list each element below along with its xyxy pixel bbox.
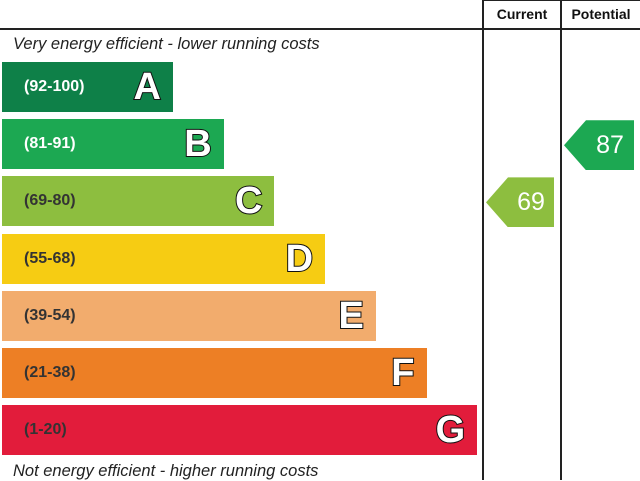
band-c-range: (69-80) <box>24 192 76 210</box>
band-a-range: (92-100) <box>24 78 85 95</box>
band-b-letter: B <box>183 122 212 166</box>
band-c-letter: C <box>234 179 263 223</box>
band-d-range: (55-68) <box>24 249 76 267</box>
band-e: (39-54) E <box>2 290 376 341</box>
band-a: (92-100) A <box>2 62 173 112</box>
efficient-caption: Very energy efficient - lower running co… <box>13 35 320 53</box>
band-g-range: (1-20) <box>24 421 67 439</box>
band-g-letter: G <box>435 408 467 452</box>
band-a-letter: A <box>133 65 162 109</box>
current-column-divider <box>482 0 484 480</box>
band-e-letter: E <box>337 294 364 338</box>
band-e-range: (39-54) <box>24 306 76 324</box>
current-header: Current <box>496 6 548 22</box>
band-g: (1-20) G <box>2 405 478 456</box>
potential-rating-arrow: 87 <box>564 120 634 171</box>
potential-rating-value: 87 <box>596 131 624 160</box>
header-divider <box>0 28 640 30</box>
band-f-letter: F <box>390 351 415 395</box>
current-rating-value: 69 <box>517 188 545 217</box>
band-c: (69-80) C <box>2 176 275 227</box>
current-rating-arrow: 69 <box>486 177 554 228</box>
inefficient-caption: Not energy efficient - higher running co… <box>13 462 319 480</box>
band-b: (81-91) B <box>2 119 224 170</box>
band-f-range: (21-38) <box>24 364 76 381</box>
potential-column-divider <box>560 0 562 480</box>
potential-header: Potential <box>571 6 631 22</box>
band-d-letter: D <box>285 237 314 281</box>
band-f: (21-38) F <box>2 348 427 398</box>
band-d: (55-68) D <box>2 233 326 284</box>
band-b-range: (81-91) <box>24 135 76 153</box>
